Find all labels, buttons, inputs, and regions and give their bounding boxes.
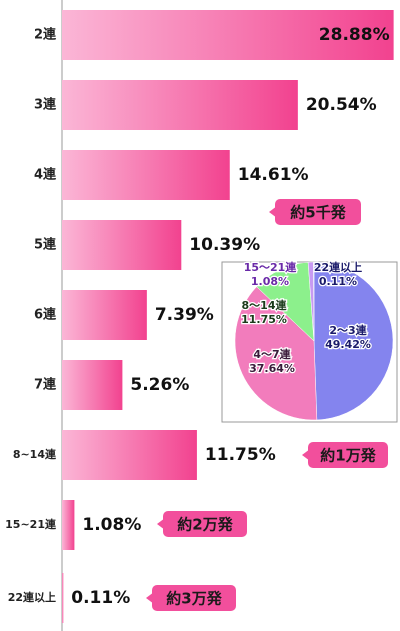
- pie-value-label: 11.75%: [241, 313, 287, 326]
- pie-category-label: 2～3連: [329, 323, 367, 337]
- bar: [62, 500, 75, 550]
- value-label: 0.11%: [71, 588, 130, 608]
- pie-category-label: 15～21連: [244, 260, 298, 274]
- category-label: 5連: [34, 237, 57, 253]
- callout-box: [152, 585, 236, 611]
- pie-value-label: 49.42%: [325, 338, 371, 351]
- callout-box: [275, 199, 361, 225]
- value-label: 7.39%: [155, 305, 214, 325]
- pie-category-label: 4～7連: [253, 347, 291, 361]
- value-label: 14.61%: [238, 165, 309, 185]
- category-label: 8~14連: [13, 447, 57, 461]
- category-label: 3連: [34, 97, 57, 113]
- bar: [62, 290, 147, 340]
- bar: [62, 573, 64, 623]
- bar: [62, 220, 182, 270]
- bar: [62, 360, 123, 410]
- pie-slice: [234, 286, 318, 421]
- annotation: 約2万発: [177, 516, 233, 534]
- bar: [62, 430, 197, 480]
- category-label: 6連: [34, 307, 57, 323]
- value-label: 20.54%: [306, 95, 377, 115]
- value-label: 10.39%: [189, 235, 260, 255]
- pie-slice: [313, 261, 394, 421]
- bar: [62, 10, 394, 60]
- pie-value-label: 0.11%: [319, 275, 357, 288]
- value-label: 28.88%: [319, 25, 390, 45]
- value-label: 11.75%: [205, 445, 276, 465]
- callout-box: [163, 511, 247, 537]
- category-label: 2連: [34, 27, 57, 43]
- pie-category-label: 8～14連: [242, 298, 288, 312]
- value-label: 1.08%: [82, 515, 141, 535]
- pie-value-label: 37.64%: [249, 362, 295, 375]
- category-label: 15~21連: [5, 517, 57, 531]
- callout-box: [308, 442, 388, 468]
- annotation: 約1万発: [320, 447, 376, 465]
- value-label: 5.26%: [130, 375, 189, 395]
- bar: [62, 80, 298, 130]
- annotation: 約3万発: [166, 590, 222, 608]
- pie-category-label: 22連以上: [314, 260, 362, 274]
- bar: [62, 150, 230, 200]
- category-label: 4連: [34, 167, 57, 183]
- category-label: 7連: [34, 377, 57, 393]
- pie-slice: [313, 261, 315, 342]
- annotation: 約5千発: [290, 204, 346, 222]
- category-label: 22連以上: [8, 590, 56, 604]
- pie-value-label: 1.08%: [251, 275, 289, 288]
